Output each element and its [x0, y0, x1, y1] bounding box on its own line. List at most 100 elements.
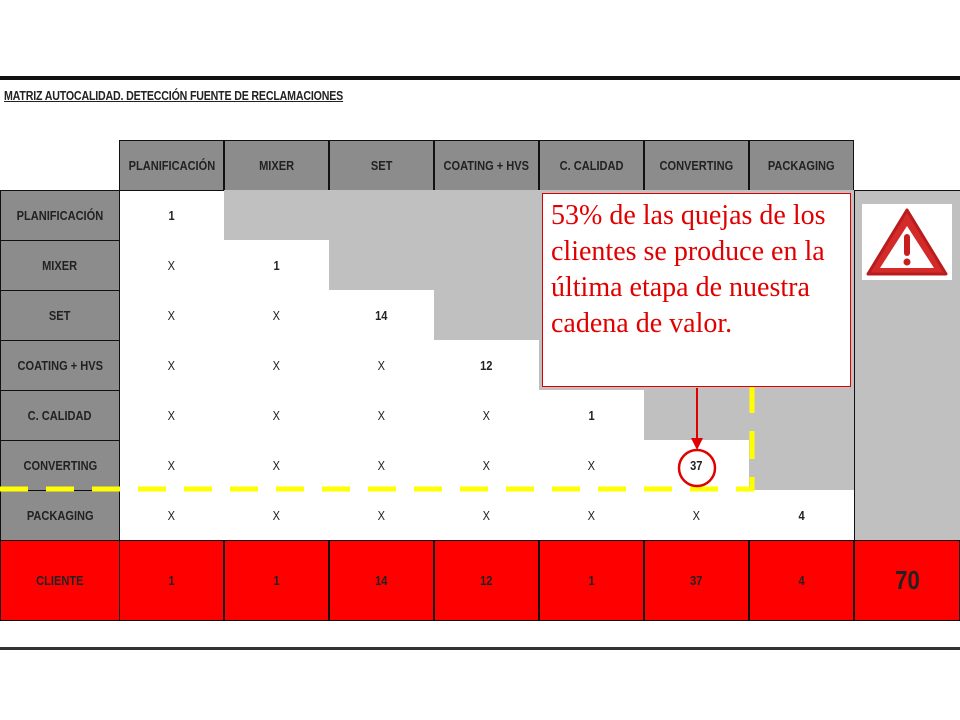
diagonal-cell: 12 [434, 340, 539, 390]
column-header: PACKAGING [749, 140, 854, 191]
matrix-cell: X [224, 490, 329, 540]
empty-cell [329, 240, 434, 290]
column-header-text: SET [370, 158, 393, 173]
total-cell: 4 [749, 540, 854, 621]
diagonal-cell: 37 [644, 440, 749, 490]
empty-cell [434, 240, 539, 290]
diagonal-cell-text: 1 [588, 407, 595, 423]
matrix-cell: X [119, 390, 224, 440]
matrix-cell-text: X [482, 507, 491, 523]
matrix-cell: X [434, 490, 539, 540]
matrix-cell: X [329, 440, 434, 490]
total-cell-text: 37 [690, 573, 703, 588]
matrix-cell: X [329, 490, 434, 540]
empty-cell [224, 190, 329, 240]
total-cell-text: 1 [588, 573, 595, 588]
total-cell: 1 [224, 540, 329, 621]
matrix-cell-text: X [482, 457, 491, 473]
matrix-cell-text: X [587, 507, 596, 523]
page-title: MATRIZ AUTOCALIDAD. DETECCIÓN FUENTE DE … [4, 89, 344, 103]
row-header-text: SET [49, 308, 71, 323]
row-header: PLANIFICACIÓN [0, 190, 120, 241]
row-header: SET [0, 290, 120, 341]
matrix-cell-text: X [167, 507, 176, 523]
matrix-cell-text: X [377, 457, 386, 473]
total-cell-text: 14 [375, 573, 388, 588]
empty-cell [434, 190, 539, 240]
total-cell-text: 4 [798, 573, 805, 588]
row-header: C. CALIDAD [0, 390, 120, 441]
matrix-cell: X [434, 440, 539, 490]
diagonal-cell-text: 12 [480, 357, 493, 373]
column-header-text: C. CALIDAD [559, 158, 624, 173]
column-header: CONVERTING [644, 140, 749, 191]
matrix-cell: X [224, 340, 329, 390]
matrix-cell: X [224, 290, 329, 340]
total-row-header-text: CLIENTE [36, 573, 84, 588]
total-cell: 14 [329, 540, 434, 621]
matrix-cell-text: X [272, 357, 281, 373]
matrix-cell-text: X [272, 507, 281, 523]
column-header-text: COATING + HVS [443, 158, 530, 173]
row-header-text: PACKAGING [26, 508, 94, 523]
diagonal-cell: 14 [329, 290, 434, 340]
matrix-cell-text: X [482, 407, 491, 423]
arrow-head [691, 438, 703, 450]
matrix-cell-text: X [377, 507, 386, 523]
empty-cell [329, 190, 434, 240]
column-header: COATING + HVS [434, 140, 539, 191]
matrix-cell: X [119, 490, 224, 540]
matrix-cell: X [539, 490, 644, 540]
matrix-cell-text: X [587, 457, 596, 473]
matrix-cell: X [224, 440, 329, 490]
empty-cell [749, 440, 854, 490]
callout-box: 53% de las quejas de los clientes se pro… [542, 193, 851, 387]
column-header-text: PACKAGING [768, 158, 835, 173]
column-header-text: CONVERTING [659, 158, 734, 173]
matrix-cell-text: X [272, 407, 281, 423]
matrix-cell-text: X [167, 257, 176, 273]
column-header-text: PLANIFICACIÓN [128, 158, 215, 173]
dashed-highlight-line [0, 252, 755, 492]
matrix-cell-text: X [167, 457, 176, 473]
matrix-cell-text: X [272, 457, 281, 473]
empty-cell [434, 290, 539, 340]
top-rule [0, 76, 960, 80]
row-header-text: MIXER [42, 258, 78, 273]
matrix-cell: X [119, 240, 224, 290]
diagonal-cell-text: 4 [798, 507, 805, 523]
grand-total: 70 [854, 540, 960, 621]
column-header: PLANIFICACIÓN [119, 140, 224, 191]
total-cell-text: 12 [480, 573, 493, 588]
matrix-cell-text: X [377, 407, 386, 423]
matrix-cell: X [329, 340, 434, 390]
row-header-text: COATING + HVS [17, 358, 103, 373]
total-cell: 12 [434, 540, 539, 621]
matrix-cell-text: X [377, 357, 386, 373]
row-header-text: CONVERTING [23, 458, 97, 473]
total-cell-text: 1 [168, 573, 175, 588]
matrix-cell-text: X [167, 307, 176, 323]
column-header-text: MIXER [258, 158, 294, 173]
diagonal-cell: 1 [119, 190, 224, 240]
column-header: MIXER [224, 140, 329, 191]
empty-cell [749, 390, 854, 440]
matrix-cell: X [119, 290, 224, 340]
diagonal-cell-text: 37 [690, 457, 703, 473]
total-cell: 1 [119, 540, 224, 621]
bottom-rule [0, 647, 960, 650]
row-header-text: PLANIFICACIÓN [16, 208, 104, 223]
matrix-cell-text: X [272, 307, 281, 323]
matrix-cell: X [539, 440, 644, 490]
row-header: COATING + HVS [0, 340, 120, 391]
total-cell: 1 [539, 540, 644, 621]
matrix-cell: X [329, 390, 434, 440]
grand-total-text: 70 [894, 565, 920, 595]
diagonal-cell: 4 [749, 490, 854, 540]
warning-icon [862, 204, 952, 280]
matrix-cell-text: X [692, 507, 701, 523]
diagonal-cell: 1 [224, 240, 329, 290]
matrix-cell: X [119, 340, 224, 390]
matrix-cell-text: X [167, 407, 176, 423]
